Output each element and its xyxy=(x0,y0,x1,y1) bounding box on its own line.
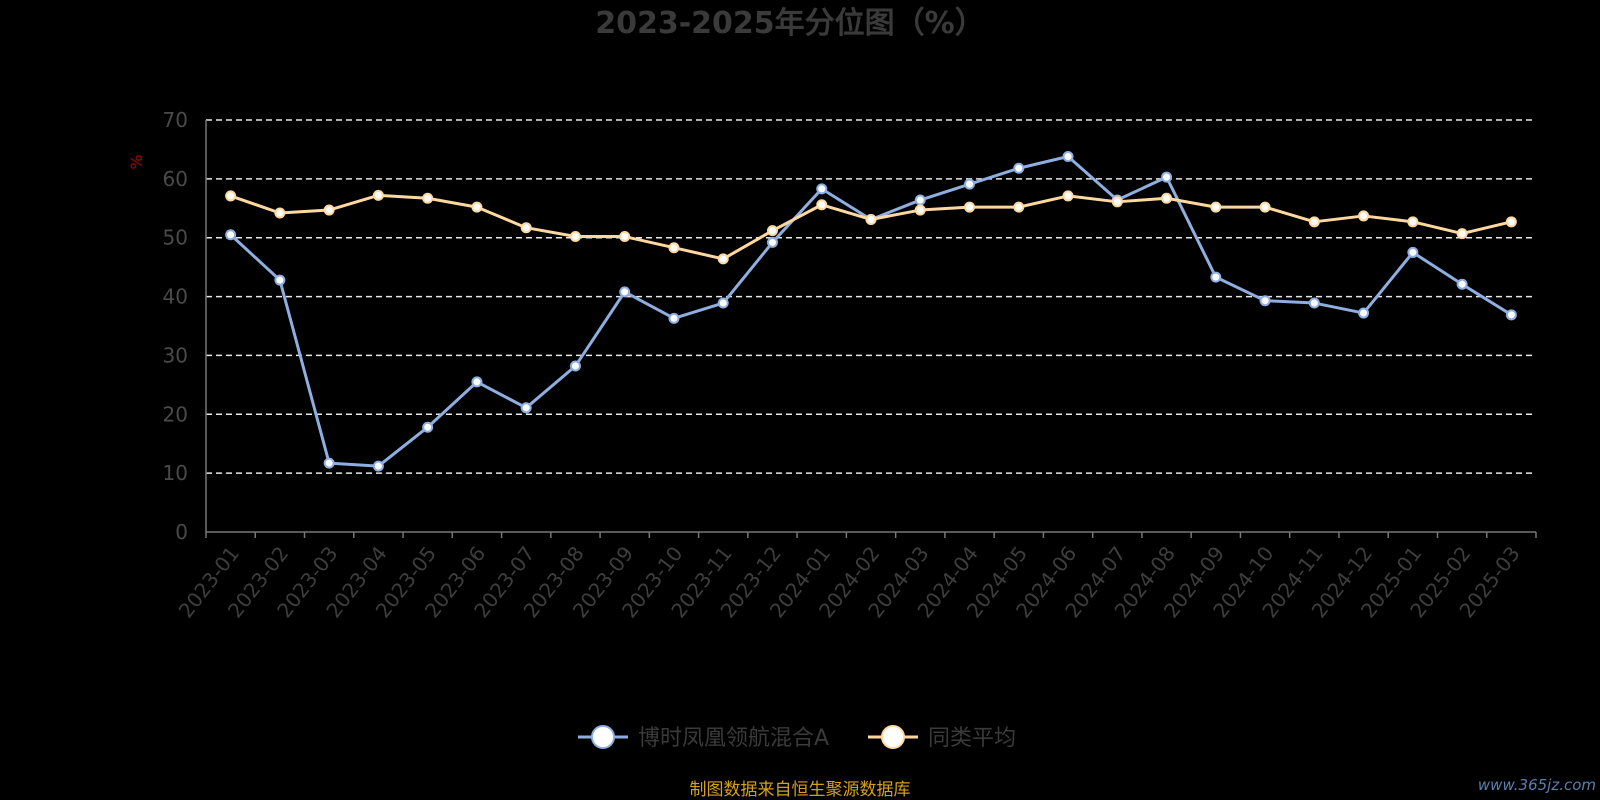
legend[interactable]: 博时凤凰领航混合A 同类平均 xyxy=(578,725,1016,751)
data-point xyxy=(619,286,631,298)
data-point xyxy=(1505,309,1517,321)
data-point xyxy=(1456,228,1468,240)
y-tick-labels: 0 10 20 30 40 50 60 70 xyxy=(163,108,188,544)
grid-lines xyxy=(206,119,1536,474)
data-point xyxy=(668,242,680,254)
data-point xyxy=(816,199,828,211)
data-point xyxy=(1111,196,1123,208)
data-point xyxy=(865,213,877,225)
data-point xyxy=(422,192,434,204)
legend-marker xyxy=(881,725,905,749)
data-point xyxy=(816,183,828,195)
data-point xyxy=(1308,297,1320,309)
data-point xyxy=(1013,162,1025,174)
data-point xyxy=(372,189,384,201)
x-tick-labels: 2023-012023-022023-032023-042023-052023-… xyxy=(174,542,1525,623)
series-line xyxy=(230,193,1512,261)
legend-label: 同类平均 xyxy=(928,726,1016,751)
source-note: 制图数据来自恒生聚源数据库 xyxy=(690,780,911,800)
data-point xyxy=(422,421,434,433)
y-tick-label: 10 xyxy=(163,461,188,485)
data-point xyxy=(520,402,532,414)
data-point xyxy=(1161,192,1173,204)
data-point xyxy=(1013,201,1025,213)
data-point xyxy=(520,222,532,234)
data-point xyxy=(668,312,680,324)
data-point xyxy=(1259,201,1271,213)
data-point xyxy=(274,274,286,286)
chart-title: 2023-2025年分位图（%） xyxy=(595,6,985,41)
legend-label: 博时凤凰领航混合A xyxy=(638,726,829,751)
y-tick-label: 50 xyxy=(163,226,188,250)
legend-marker xyxy=(591,725,615,749)
data-point xyxy=(372,460,384,472)
y-tick-label: 70 xyxy=(163,108,188,132)
series-line xyxy=(229,154,1513,468)
data-point xyxy=(274,207,286,219)
data-point xyxy=(1407,246,1419,258)
data-point xyxy=(1358,210,1370,222)
data-point xyxy=(1456,278,1468,290)
y-tick-label: 60 xyxy=(163,167,188,191)
y-axis-label: % xyxy=(127,154,146,169)
data-point xyxy=(1407,216,1419,228)
y-tick-label: 0 xyxy=(175,520,188,544)
data-point xyxy=(1062,190,1074,202)
data-point xyxy=(323,457,335,469)
y-tick-label: 20 xyxy=(163,402,188,426)
data-point xyxy=(1259,295,1271,307)
data-point xyxy=(1308,216,1320,228)
data-point xyxy=(766,225,778,237)
watermark: www.365jz.com xyxy=(1478,776,1596,794)
data-point xyxy=(569,231,581,243)
data-point xyxy=(964,201,976,213)
axes xyxy=(205,120,1537,538)
y-tick-label: 30 xyxy=(163,343,188,367)
data-point xyxy=(914,204,926,216)
data-point xyxy=(1505,216,1517,228)
data-point xyxy=(1062,150,1074,162)
data-point xyxy=(717,297,729,309)
data-point xyxy=(964,178,976,190)
data-point xyxy=(717,253,729,265)
data-point xyxy=(1358,307,1370,319)
data-point xyxy=(766,236,778,248)
data-point xyxy=(914,194,926,206)
data-point xyxy=(323,204,335,216)
y-tick-label: 40 xyxy=(163,285,188,309)
series-layer xyxy=(225,150,1517,472)
data-point xyxy=(1210,271,1222,283)
data-point xyxy=(1210,201,1222,213)
data-point xyxy=(1161,171,1173,183)
data-point xyxy=(619,231,631,243)
data-point xyxy=(471,376,483,388)
data-point xyxy=(225,229,237,241)
data-point xyxy=(471,201,483,213)
data-point xyxy=(225,190,237,202)
data-point xyxy=(569,360,581,372)
